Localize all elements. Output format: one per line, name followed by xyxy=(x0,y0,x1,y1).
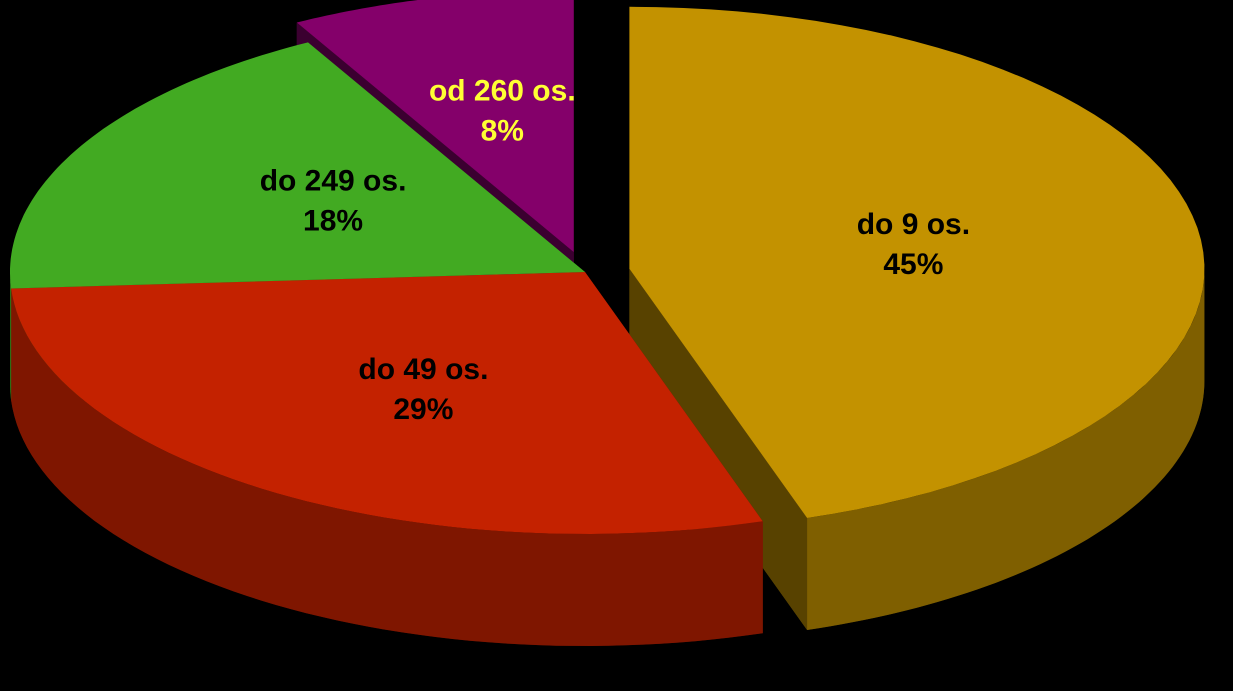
slice xyxy=(10,42,585,289)
pie-tops xyxy=(10,0,1205,534)
slice xyxy=(629,6,1205,519)
slice-side xyxy=(11,288,763,646)
slice-label: do 249 os. xyxy=(260,165,407,198)
slice-label: do 9 os. xyxy=(857,208,970,241)
slice xyxy=(296,0,574,253)
slice-label: od 260 os. xyxy=(429,74,576,107)
slice-label: do 49 os. xyxy=(358,353,488,386)
slice-side xyxy=(10,272,12,401)
value-label: 45% xyxy=(883,248,943,281)
slice-side xyxy=(807,268,1205,630)
value-label: 18% xyxy=(303,205,363,238)
pie-labels: do 9 os. 45% do 49 os. 29% do 249 os. 18% od 2… xyxy=(260,74,970,426)
slice-shade xyxy=(807,268,1205,630)
slice-shade xyxy=(10,272,12,401)
value-label: 8% xyxy=(481,114,524,147)
slice xyxy=(11,272,763,534)
slice-shade xyxy=(11,288,763,646)
value-label: 29% xyxy=(393,393,453,426)
